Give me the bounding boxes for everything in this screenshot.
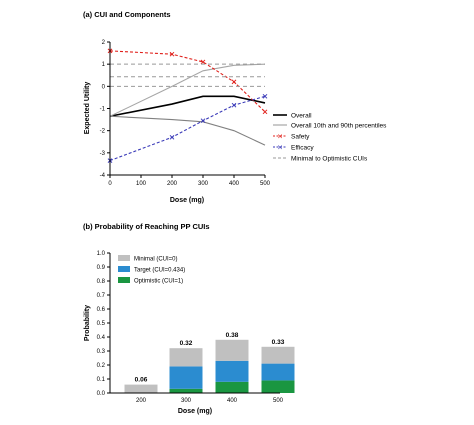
x-tick-label: 400 xyxy=(227,398,238,404)
bar-total-label: 0.33 xyxy=(272,339,285,346)
legend-label-optimistic: Optimistic (CUI=1) xyxy=(134,279,183,285)
panel-a-title: (a) CUI and Components xyxy=(83,10,171,19)
y-tick-label: 0.7 xyxy=(97,293,106,299)
data-point-efficacy xyxy=(262,93,268,99)
bar-segment-minimal xyxy=(124,384,158,393)
bar-total-label: 0.06 xyxy=(135,377,148,384)
data-point-safety xyxy=(262,109,268,115)
legend-label-efficacy: Efficacy xyxy=(291,145,314,152)
legend-label-target: Target (CUI=0.434) xyxy=(134,268,185,274)
panel-a-y-label: Expected Utility xyxy=(84,82,91,135)
panel-a-legend: Overall Overall 10th and 90th percentile… xyxy=(273,113,387,163)
x-tick-label: 200 xyxy=(136,398,147,404)
y-tick-label: -4 xyxy=(100,173,106,179)
x-tick-label: 500 xyxy=(273,398,284,404)
bar-total-label: 0.38 xyxy=(226,332,239,339)
panel-b-axes: 0.0 0.1 0.2 0.3 0.4 0.5 0.6 0.7 0.8 0.9 1.0 200 300 4… xyxy=(97,251,284,404)
data-point-efficacy xyxy=(169,134,175,140)
x-tick-label: 100 xyxy=(136,181,147,187)
panel-b-legend: Minimal (CUI=0) Target (CUI=0.434) Optim… xyxy=(118,255,185,285)
y-tick-label: 0.2 xyxy=(97,363,106,369)
y-tick-label: 2 xyxy=(102,40,106,46)
y-tick-label: -3 xyxy=(100,151,106,157)
y-tick-label: 0.6 xyxy=(97,307,106,313)
series-line-lower-percentile xyxy=(109,115,266,146)
panel-b: (b) Probability of Reaching PP CUIs 0.06… xyxy=(83,222,295,415)
series-line-overall-10th-and-90th-percentiles xyxy=(109,63,266,117)
data-point-efficacy xyxy=(231,102,237,108)
x-tick-label: 300 xyxy=(181,398,192,404)
bar-segment-optimistic xyxy=(215,381,249,393)
y-tick-label: 0.1 xyxy=(97,377,106,383)
data-point-safety xyxy=(169,51,175,57)
legend-swatch-target xyxy=(118,266,130,272)
x-tick-label: 0 xyxy=(108,181,112,187)
y-tick-label: 0.3 xyxy=(97,349,106,355)
panel-b-title: (b) Probability of Reaching PP CUIs xyxy=(83,222,210,231)
bar-segment-optimistic xyxy=(261,380,295,393)
legend-swatch-minimal xyxy=(118,255,130,261)
y-tick-label: -2 xyxy=(100,129,106,135)
y-tick-label: -1 xyxy=(100,107,106,113)
y-tick-label: 0.8 xyxy=(97,279,106,285)
bar-segment-target xyxy=(169,366,203,389)
point-stroke xyxy=(231,79,237,85)
y-tick-label: 1.0 xyxy=(97,251,106,257)
x-tick-label: 200 xyxy=(167,181,178,187)
x-tick-label: 500 xyxy=(260,181,271,187)
point-stroke xyxy=(169,134,175,140)
bar-total-label: 0.32 xyxy=(180,340,193,347)
data-point-efficacy xyxy=(200,118,206,124)
bar-segment-optimistic xyxy=(169,388,203,393)
y-tick-label: 0.5 xyxy=(97,321,106,327)
legend-label-cui-lines: Minimal to Optimistic CUIs xyxy=(291,156,368,163)
point-stroke xyxy=(169,51,175,57)
x-tick-label: 300 xyxy=(198,181,209,187)
y-tick-label: 0.0 xyxy=(97,391,106,397)
series-line-overall xyxy=(109,95,266,118)
panel-b-x-label: Dose (mg) xyxy=(178,408,212,415)
point-stroke xyxy=(231,102,237,108)
point-stroke xyxy=(200,59,206,65)
y-tick-label: 1 xyxy=(102,62,106,68)
legend-label-percentiles: Overall 10th and 90th percentiles xyxy=(291,123,387,130)
bar-segment-minimal xyxy=(261,346,295,364)
legend-label-safety: Safety xyxy=(291,134,310,141)
legend-marker-efficacy: × xyxy=(277,144,283,152)
data-point-safety xyxy=(231,79,237,85)
legend-swatch-optimistic xyxy=(118,277,130,283)
panel-a-plot xyxy=(107,48,268,163)
panel-a-axes: 0 100 200 300 400 500 -4 -3 -2 -1 0 1 2 xyxy=(100,40,271,187)
bar-segment-minimal xyxy=(169,348,203,367)
point-stroke xyxy=(262,109,268,115)
x-tick-label: 400 xyxy=(229,181,240,187)
point-stroke xyxy=(262,93,268,99)
y-tick-label: 0.4 xyxy=(97,335,106,341)
panel-b-y-label: Probability xyxy=(84,305,91,341)
bar-segment-target xyxy=(215,360,249,382)
legend-label-overall: Overall xyxy=(291,113,312,120)
series-line-safety xyxy=(109,50,266,113)
y-tick-label: 0 xyxy=(102,84,106,90)
y-tick-label: 0.9 xyxy=(97,265,106,271)
series-line-efficacy xyxy=(109,95,266,162)
data-point-safety xyxy=(200,59,206,65)
panel-a-x-label: Dose (mg) xyxy=(170,197,204,204)
panel-a: (a) CUI and Components 0 100 200 300 400 500 -… xyxy=(83,10,387,204)
legend-marker-safety: × xyxy=(277,133,283,141)
panel-b-plot: 0.06 0.32 0.38 0.33 xyxy=(124,332,295,393)
bar-segment-target xyxy=(261,363,295,381)
bar-segment-minimal xyxy=(215,339,249,361)
point-stroke xyxy=(200,118,206,124)
legend-label-minimal: Minimal (CUI=0) xyxy=(134,257,178,263)
